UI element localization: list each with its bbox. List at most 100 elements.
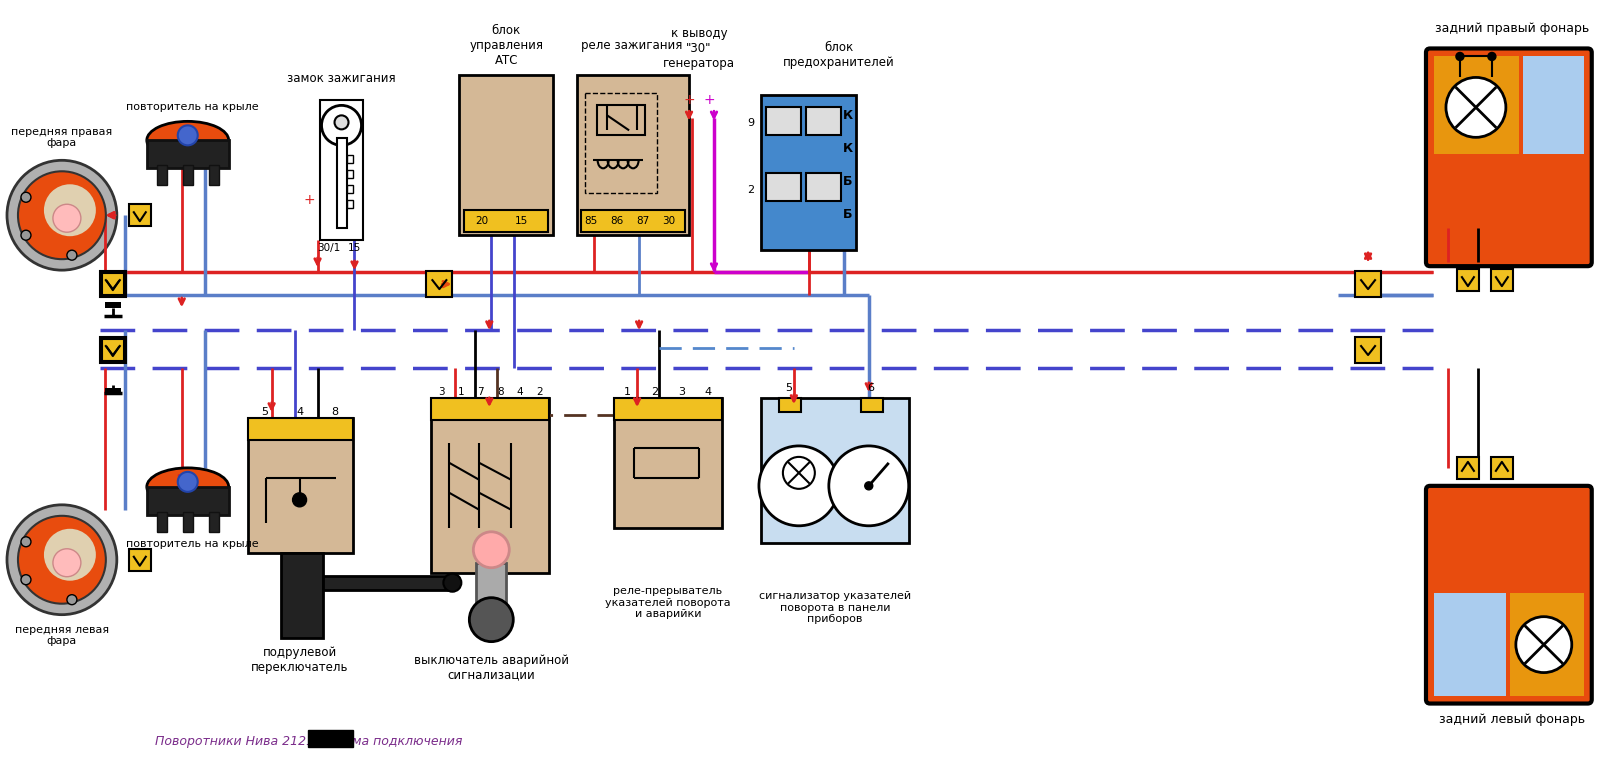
Circle shape: [1444, 77, 1505, 137]
Bar: [766, 173, 801, 201]
Bar: [1433, 494, 1583, 589]
Circle shape: [21, 537, 30, 546]
Bar: [427, 271, 453, 297]
Text: задний левый фонарь: задний левый фонарь: [1438, 713, 1584, 726]
Bar: [157, 165, 167, 185]
Text: задний правый фонарь: задний правый фонарь: [1433, 22, 1587, 35]
Bar: [100, 337, 125, 363]
Text: 2: 2: [650, 387, 658, 397]
Circle shape: [782, 457, 814, 489]
Bar: [1355, 271, 1380, 297]
Text: 1: 1: [457, 387, 464, 397]
Text: передняя левая
фара: передняя левая фара: [14, 625, 109, 647]
Text: 20: 20: [475, 216, 488, 226]
Text: реле зажигания: реле зажигания: [581, 39, 682, 52]
Circle shape: [178, 472, 197, 492]
Bar: [281, 553, 323, 638]
Bar: [766, 107, 801, 135]
Circle shape: [759, 446, 838, 526]
Circle shape: [178, 125, 197, 145]
Text: 30/1: 30/1: [316, 243, 340, 254]
Circle shape: [863, 482, 872, 490]
Text: сигнализатор указателей
поворота в панели
приборов: сигнализатор указателей поворота в панел…: [758, 591, 910, 624]
Text: повторитель на крыле: повторитель на крыле: [127, 102, 258, 112]
Bar: [183, 165, 193, 185]
Bar: [761, 96, 855, 250]
Bar: [1489, 269, 1512, 291]
Bar: [806, 107, 841, 135]
Text: Поворотники Нива 21213, схема подключения: Поворотники Нива 21213, схема подключени…: [154, 735, 462, 748]
Bar: [1433, 56, 1518, 154]
Bar: [247, 418, 351, 553]
Circle shape: [1515, 616, 1571, 672]
Bar: [157, 512, 167, 532]
Bar: [347, 185, 353, 194]
Text: 30: 30: [663, 216, 676, 226]
Text: передняя правая
фара: передняя правая фара: [11, 127, 112, 148]
Bar: [247, 418, 351, 440]
Circle shape: [67, 595, 77, 605]
Bar: [477, 562, 506, 618]
Bar: [432, 398, 549, 573]
Bar: [101, 273, 124, 295]
Text: замок зажигания: замок зажигания: [287, 72, 395, 85]
FancyBboxPatch shape: [1425, 486, 1591, 704]
Text: 3: 3: [438, 387, 445, 397]
Bar: [761, 398, 908, 543]
Text: блок
предохранителей: блок предохранителей: [783, 42, 894, 70]
Text: 2: 2: [746, 185, 754, 195]
Circle shape: [292, 493, 307, 507]
Bar: [146, 140, 228, 168]
Ellipse shape: [146, 468, 228, 505]
Text: 5: 5: [785, 383, 791, 393]
Text: 15: 15: [348, 243, 361, 254]
Bar: [806, 173, 841, 201]
Bar: [581, 210, 685, 232]
Bar: [347, 200, 353, 208]
Text: 4: 4: [517, 387, 523, 397]
Bar: [1489, 457, 1512, 479]
Bar: [319, 100, 363, 240]
Circle shape: [334, 115, 348, 129]
Bar: [128, 549, 151, 571]
Circle shape: [6, 505, 117, 615]
Bar: [576, 75, 689, 235]
Bar: [128, 204, 151, 226]
Circle shape: [469, 597, 514, 641]
Bar: [146, 487, 228, 515]
Ellipse shape: [146, 121, 228, 159]
Bar: [778, 398, 801, 412]
Text: 8: 8: [331, 407, 339, 417]
Circle shape: [6, 160, 117, 270]
Text: Б: Б: [843, 175, 852, 187]
Circle shape: [43, 529, 96, 581]
Circle shape: [443, 574, 461, 592]
Text: +: +: [303, 194, 315, 207]
Text: 87: 87: [636, 216, 650, 226]
Text: 1: 1: [624, 387, 631, 397]
Bar: [308, 729, 351, 748]
Text: реле-прерыватель
указателей поворота
и аварийки: реле-прерыватель указателей поворота и а…: [605, 586, 730, 619]
Circle shape: [43, 184, 96, 236]
Circle shape: [21, 192, 30, 202]
Text: 5: 5: [262, 407, 268, 417]
Bar: [613, 398, 722, 528]
Text: выключатель аварийной
сигнализации: выключатель аварийной сигнализации: [414, 653, 568, 682]
Bar: [209, 165, 218, 185]
Text: 4: 4: [297, 407, 303, 417]
Text: к выводу
"30"
генератора: к выводу "30" генератора: [663, 27, 735, 70]
Circle shape: [828, 446, 908, 526]
Bar: [459, 75, 552, 235]
Text: +: +: [703, 93, 714, 107]
Bar: [597, 106, 645, 135]
Text: К: К: [843, 109, 852, 122]
Bar: [1355, 337, 1380, 363]
Bar: [613, 398, 722, 420]
Text: 8: 8: [496, 387, 502, 397]
Bar: [104, 388, 120, 394]
Circle shape: [67, 250, 77, 260]
Circle shape: [1456, 52, 1464, 61]
Text: 3: 3: [677, 387, 685, 397]
Text: Б: Б: [843, 208, 852, 221]
Text: +: +: [682, 93, 695, 107]
